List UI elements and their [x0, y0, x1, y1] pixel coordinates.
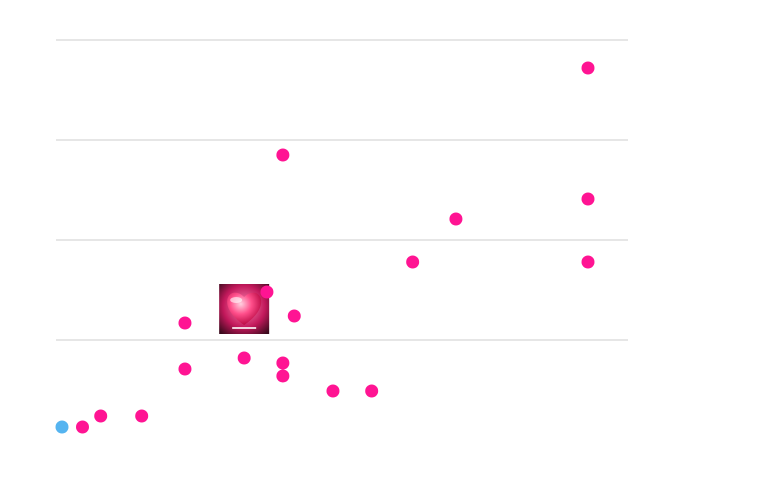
- data-point: [449, 212, 463, 226]
- data-point: [178, 316, 192, 330]
- data-point: [581, 192, 595, 206]
- data-points: [55, 61, 595, 434]
- data-point: [260, 285, 274, 299]
- data-point: [406, 255, 420, 269]
- data-point: [276, 148, 290, 162]
- data-point: [178, 362, 192, 376]
- data-point: [94, 409, 108, 423]
- data-point: [365, 384, 379, 398]
- data-point: [326, 384, 340, 398]
- gridlines: [56, 39, 628, 341]
- data-point: [287, 309, 301, 323]
- data-point: [75, 420, 89, 434]
- data-point: [135, 409, 149, 423]
- heart-image-caption-mark: [232, 327, 257, 329]
- heart-shine: [230, 297, 243, 303]
- data-point: [276, 369, 290, 383]
- data-point-highlighted: [55, 420, 69, 434]
- data-point: [581, 255, 595, 269]
- data-point: [276, 356, 290, 370]
- data-point: [237, 351, 251, 365]
- data-point: [581, 61, 595, 75]
